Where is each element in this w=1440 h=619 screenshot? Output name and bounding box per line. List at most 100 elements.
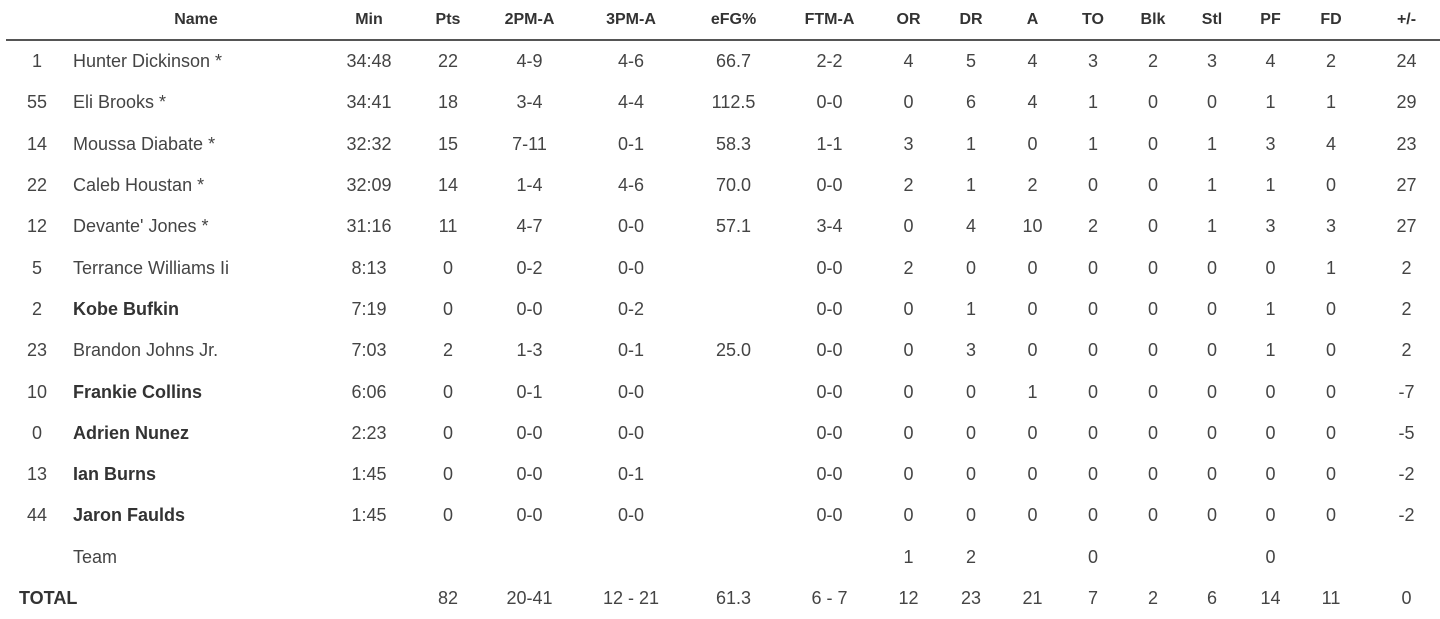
- table-row: 44 Jaron Faulds 1:45 0 0-0 0-0 0-0 0 0 0 0 0 0 0 0 -2: [6, 495, 1440, 536]
- table-row: 55 Eli Brooks * 34:41 18 3-4 4-4 112.5 0-0 0 6 4 1 0…: [6, 82, 1440, 123]
- stat-p2: 0-2: [516, 257, 543, 278]
- stat-p3: 0-0: [617, 257, 644, 278]
- stat-dr: 0: [965, 257, 976, 278]
- stat-p3: 4-6: [617, 51, 644, 72]
- stat-min: 34:48: [346, 51, 392, 72]
- stat-ft: 0-0: [816, 298, 843, 319]
- stat-to: 1: [1087, 133, 1098, 154]
- stat-p2: [482, 537, 577, 578]
- stat-fd: 3: [1325, 216, 1336, 237]
- stat-pts: 0: [442, 381, 453, 402]
- stat-stl: 0: [1206, 381, 1217, 402]
- stat-or: 0: [903, 298, 914, 319]
- stat-a: 0: [1027, 422, 1038, 443]
- total-row: TOTAL 82 20-41 12 - 21 61.3 6 - 7 12 23 21 7 2 6 14 1…: [6, 578, 1440, 619]
- stat-p3: 0-0: [617, 505, 644, 526]
- stat-pts: 0: [442, 464, 453, 485]
- stat-a: 0: [1027, 505, 1038, 526]
- stat-pts: 22: [437, 51, 459, 72]
- stat-efg: [685, 289, 782, 330]
- stat-min: 32:09: [346, 175, 392, 196]
- column-header: PF: [1241, 0, 1300, 41]
- stat-pm: [1362, 537, 1440, 578]
- stat-pts: 2: [442, 340, 453, 361]
- column-header: DR: [940, 0, 1002, 41]
- stat-ft: 0-0: [816, 92, 843, 113]
- stat-p3: [577, 537, 685, 578]
- stat-or: 0: [903, 422, 914, 443]
- stat-pf: 1: [1265, 92, 1276, 113]
- stat-p2: 0-1: [516, 381, 543, 402]
- stat-pm: 27: [1396, 175, 1417, 196]
- stat-blk: 0: [1147, 216, 1158, 237]
- stat-stl: 0: [1206, 92, 1217, 113]
- stat-dr: 4: [965, 216, 976, 237]
- stat-min: 2:23: [351, 422, 387, 443]
- column-header: Name: [68, 0, 324, 41]
- stat-p2: 3-4: [516, 92, 543, 113]
- column-header: 2PM-A: [482, 0, 577, 41]
- stat-blk: 0: [1147, 92, 1158, 113]
- stat-or: 0: [903, 216, 914, 237]
- stat-efg: 25.0: [715, 340, 752, 361]
- total-min: [324, 578, 414, 619]
- player-name: Terrance Williams Ii: [73, 257, 230, 278]
- stat-p2: 1-4: [516, 175, 543, 196]
- column-header: Min: [324, 0, 414, 41]
- stat-dr: 0: [965, 381, 976, 402]
- stat-pf: 1: [1265, 298, 1276, 319]
- table-row: 2 Kobe Bufkin 7:19 0 0-0 0-2 0-0 0 1 0 0 0 0 1 0 2: [6, 289, 1440, 330]
- box-score-table: Name Min Pts 2PM-A 3PM-A eFG% FTM-A OR DR A TO Blk S…: [6, 0, 1440, 619]
- stat-to: 0: [1087, 464, 1098, 485]
- table-row: 0 Adrien Nunez 2:23 0 0-0 0-0 0-0 0 0 0 0 0 0 0 0 -5: [6, 413, 1440, 454]
- stat-efg: 66.7: [715, 51, 752, 72]
- player-name: Adrien Nunez: [73, 422, 190, 443]
- stat-p2: 0-0: [516, 422, 543, 443]
- stat-p2: 0-0: [516, 464, 543, 485]
- table-row: 10 Frankie Collins 6:06 0 0-1 0-0 0-0 0 0 1 0 0 0 0 0-…: [6, 371, 1440, 412]
- total-p3: 12 - 21: [602, 588, 660, 608]
- stat-fd: 1: [1325, 92, 1336, 113]
- column-header: FD: [1300, 0, 1362, 41]
- stat-dr: 2: [965, 546, 976, 567]
- player-number: 10: [26, 381, 48, 402]
- stat-or: 2: [903, 257, 914, 278]
- stat-p3: 0-1: [617, 133, 644, 154]
- stat-to: 3: [1087, 51, 1098, 72]
- total-a: 21: [1022, 588, 1043, 608]
- stat-min: 1:45: [351, 505, 387, 526]
- total-pts: 82: [437, 588, 459, 608]
- stat-to: 0: [1087, 340, 1098, 361]
- table-row: 13 Ian Burns 1:45 0 0-0 0-1 0-0 0 0 0 0 0 0 0 0 -2: [6, 454, 1440, 495]
- stat-p3: 0-1: [617, 340, 644, 361]
- stat-ft: 3-4: [816, 216, 843, 237]
- stat-dr: 0: [965, 505, 976, 526]
- stat-dr: 1: [965, 175, 976, 196]
- stat-a: 2: [1027, 175, 1038, 196]
- stat-stl: 0: [1206, 422, 1217, 443]
- stat-or: 4: [903, 51, 914, 72]
- player-number: 23: [26, 340, 48, 361]
- stat-blk: 0: [1147, 464, 1158, 485]
- stat-pts: 18: [437, 92, 459, 113]
- player-number: 12: [26, 216, 48, 237]
- stat-stl: 0: [1206, 464, 1217, 485]
- stat-fd: 1: [1325, 257, 1336, 278]
- stat-ft: 0-0: [816, 505, 843, 526]
- stat-p2: 0-0: [516, 298, 543, 319]
- table-row: 5 Terrance Williams Ii 8:13 0 0-2 0-0 0-0 2 0 0 0 0…: [6, 247, 1440, 288]
- player-name: Devante' Jones *: [73, 216, 209, 237]
- stat-stl: 0: [1206, 340, 1217, 361]
- stat-blk: 0: [1147, 133, 1158, 154]
- stat-or: 0: [903, 505, 914, 526]
- stat-a: [1002, 537, 1063, 578]
- stat-to: 0: [1087, 257, 1098, 278]
- stat-efg: [685, 413, 782, 454]
- player-number: 55: [26, 92, 48, 113]
- stat-efg: 58.3: [715, 133, 752, 154]
- stat-a: 0: [1027, 298, 1038, 319]
- stat-ft: 0-0: [816, 381, 843, 402]
- stat-pm: -2: [1398, 464, 1415, 485]
- table-row: 22 Caleb Houstan * 32:09 14 1-4 4-6 70.0 0-0 2 1 2…: [6, 165, 1440, 206]
- stat-pf: 3: [1265, 216, 1276, 237]
